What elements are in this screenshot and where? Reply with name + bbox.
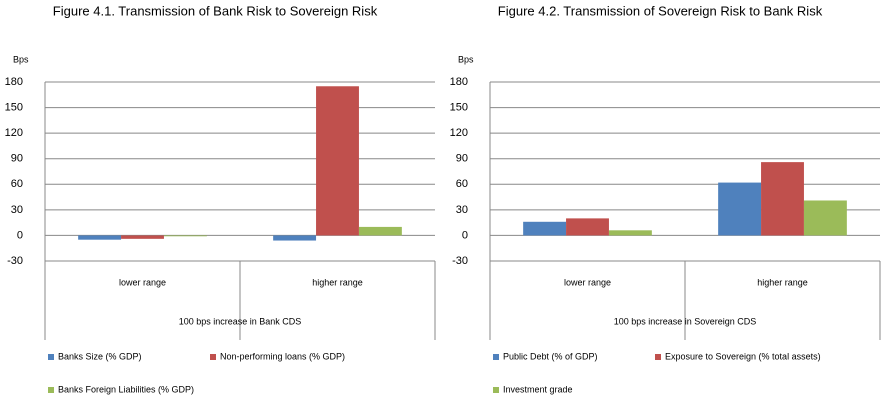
x-tick-label: lower range: [119, 277, 166, 287]
y-tick-label: 90: [456, 153, 468, 165]
x-tick-label: lower range: [564, 277, 611, 287]
bar: [273, 235, 317, 241]
x-axis-title: 100 bps increase in Bank CDS: [179, 316, 302, 326]
bar: [608, 230, 652, 236]
y-tick-label: 120: [450, 127, 468, 139]
bar: [358, 226, 402, 236]
legend-label: Banks Size (% GDP): [58, 351, 142, 361]
bar: [761, 162, 804, 236]
y-tick-label: 90: [11, 153, 23, 165]
y-axis-label: Bps: [458, 54, 474, 64]
y-tick-label: 30: [456, 204, 468, 216]
bar: [78, 235, 122, 240]
legend-swatch: [493, 354, 499, 360]
y-tick-label: 0: [462, 229, 468, 241]
y-tick-label: 60: [11, 178, 23, 190]
bar: [523, 221, 567, 236]
bar: [566, 218, 609, 236]
chart-title: Figure 4.1. Transmission of Bank Risk to…: [53, 3, 378, 18]
legend-label: Non-performing loans (% GDP): [220, 351, 345, 361]
legend-swatch: [493, 387, 499, 393]
y-tick-label: 150: [5, 101, 23, 113]
y-tick-label: 120: [5, 127, 23, 139]
bar: [316, 86, 359, 236]
bar: [803, 200, 847, 236]
y-tick-label: 180: [5, 76, 23, 88]
bar: [718, 182, 762, 236]
x-tick-label: higher range: [312, 277, 363, 287]
legend-label: Banks Foreign Liabilities (% GDP): [58, 384, 194, 394]
legend-label: Public Debt (% of GDP): [503, 351, 598, 361]
legend-swatch: [655, 354, 661, 360]
y-tick-label: -30: [452, 255, 468, 267]
y-tick-label: 60: [456, 178, 468, 190]
legend-label: Exposure to Sovereign (% total assets): [665, 351, 821, 361]
bar: [121, 235, 164, 239]
legend-label: Investment grade: [503, 384, 573, 394]
bar: [163, 235, 207, 237]
y-tick-label: 0: [17, 229, 23, 241]
y-tick-label: 30: [11, 204, 23, 216]
y-tick-label: -30: [7, 255, 23, 267]
legend-swatch: [48, 354, 54, 360]
x-axis-title: 100 bps increase in Sovereign CDS: [614, 316, 757, 326]
x-tick-label: higher range: [757, 277, 808, 287]
legend-swatch: [48, 387, 54, 393]
y-axis-label: Bps: [13, 54, 29, 64]
chart-title: Figure 4.2. Transmission of Sovereign Ri…: [498, 3, 823, 18]
y-tick-label: 150: [450, 101, 468, 113]
legend-swatch: [210, 354, 216, 360]
y-tick-label: 180: [450, 76, 468, 88]
